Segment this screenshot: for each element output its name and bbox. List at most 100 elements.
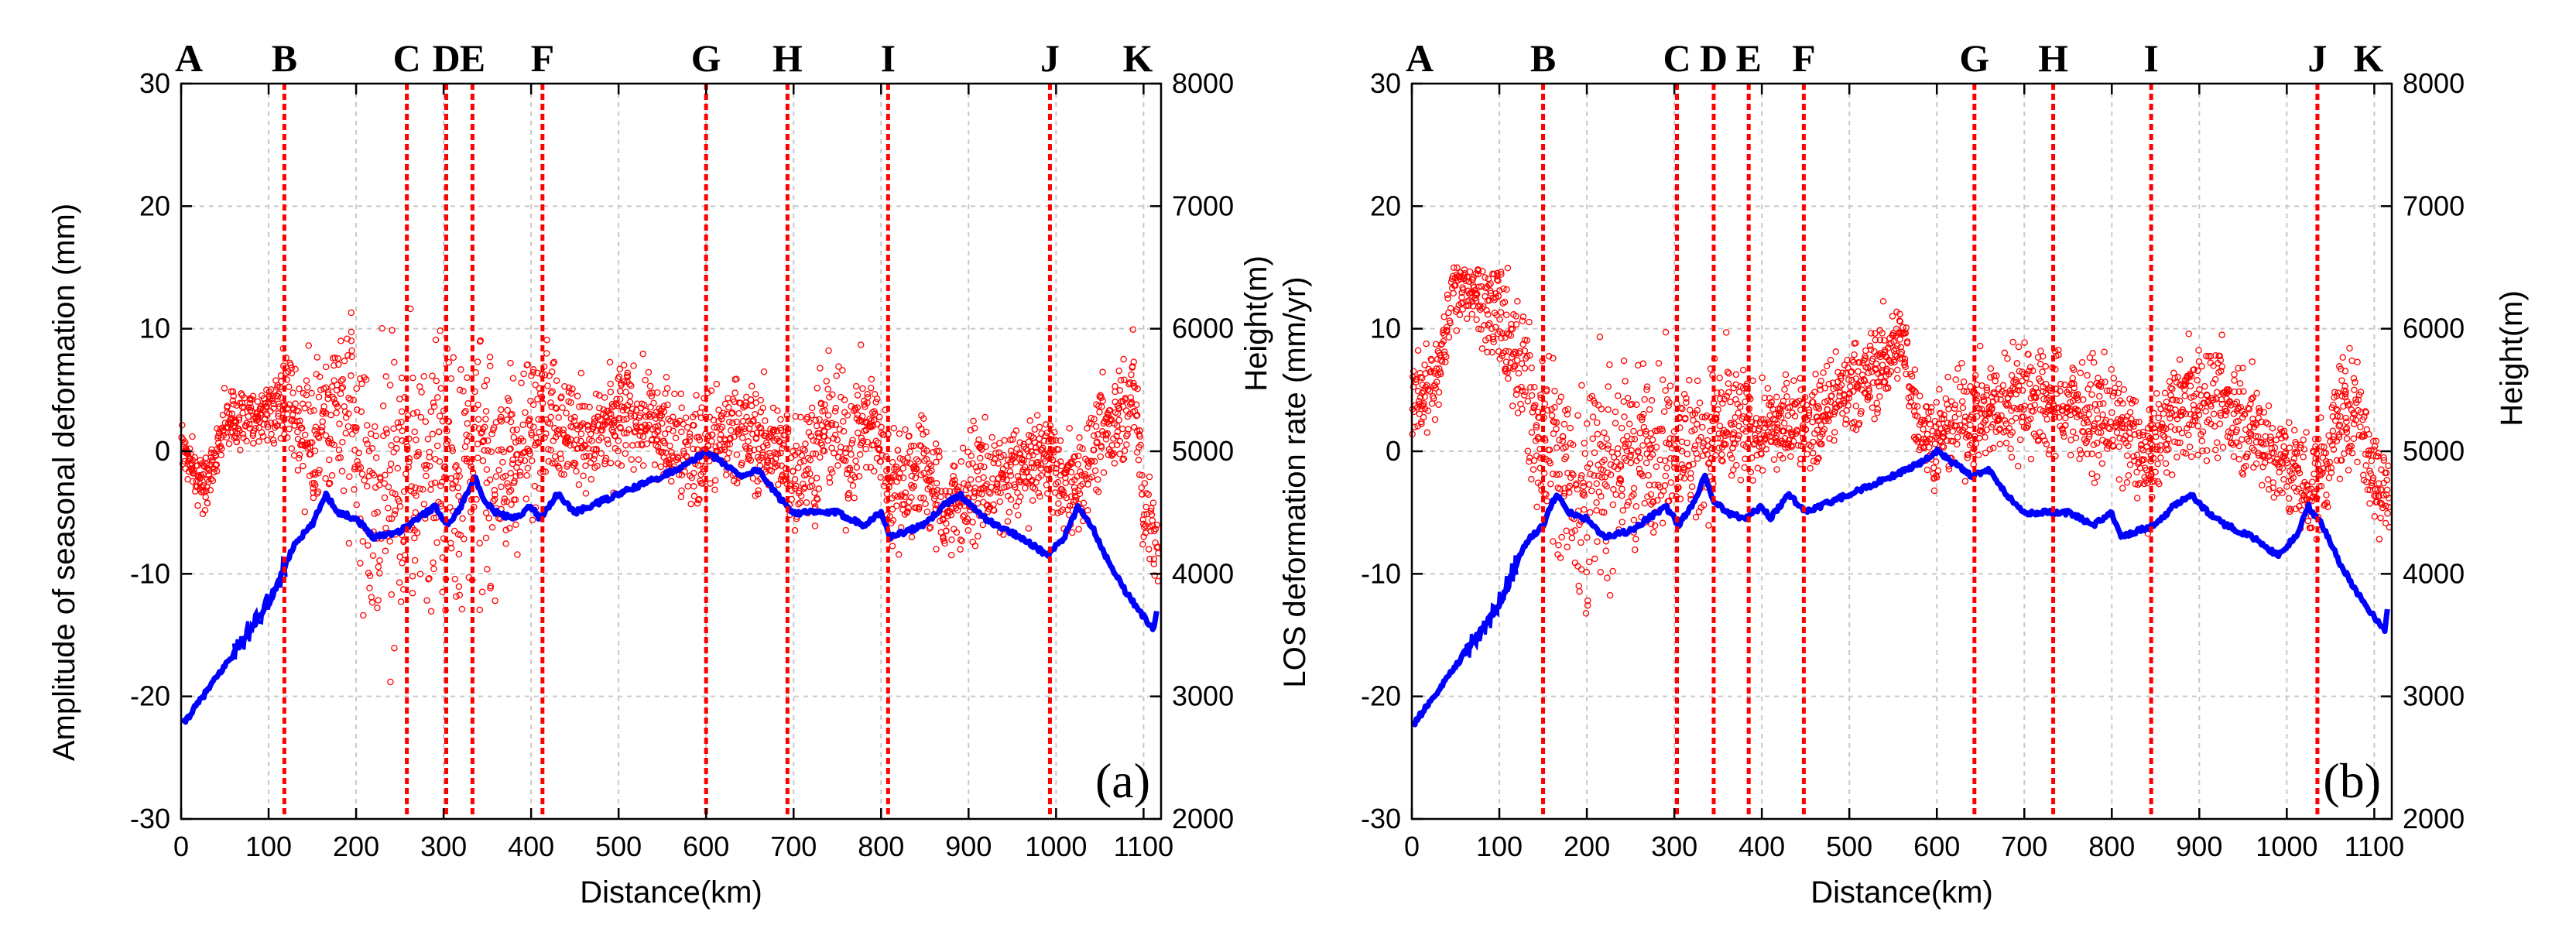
deformation-point <box>696 495 703 503</box>
section-label-a: A <box>175 36 203 80</box>
deformation-point <box>1028 433 1035 440</box>
deformation-point <box>1453 327 1461 334</box>
deformation-point <box>1111 460 1118 467</box>
y-tick-label: -10 <box>130 557 170 589</box>
deformation-point <box>435 428 443 436</box>
deformation-point <box>369 552 377 559</box>
deformation-point <box>1817 377 1824 385</box>
deformation-point <box>936 454 943 461</box>
deformation-point <box>466 459 474 466</box>
deformation-point <box>2335 423 2342 430</box>
deformation-point <box>2062 414 2069 422</box>
deformation-point <box>1610 454 1618 461</box>
deformation-point <box>1472 297 1480 304</box>
deformation-point <box>1983 386 1991 394</box>
deformation-point <box>448 444 456 451</box>
deformation-point <box>1725 389 1732 396</box>
deformation-point <box>1427 368 1434 375</box>
deformation-point <box>292 400 299 407</box>
deformation-point <box>595 392 603 399</box>
deformation-point <box>2030 367 2036 375</box>
deformation-point <box>1515 370 1523 377</box>
deformation-point <box>2187 394 2194 401</box>
deformation-point <box>1463 302 1470 310</box>
deformation-point <box>1756 443 1762 450</box>
deformation-point <box>1993 396 2000 403</box>
deformation-point <box>1585 558 1593 566</box>
deformation-point <box>1113 433 1120 440</box>
deformation-point <box>2110 375 2118 382</box>
deformation-point <box>1444 324 1451 331</box>
deformation-point <box>2110 389 2118 396</box>
deformation-point <box>1023 468 1031 475</box>
deformation-point <box>2108 409 2115 416</box>
deformation-point <box>498 418 505 425</box>
deformation-point <box>2185 431 2192 439</box>
deformation-point <box>416 383 423 390</box>
deformation-point <box>2300 446 2308 453</box>
deformation-point <box>534 438 542 446</box>
deformation-point <box>571 460 579 468</box>
deformation-point <box>1607 471 1615 478</box>
deformation-point <box>1438 358 1446 365</box>
deformation-point <box>2237 403 2245 411</box>
deformation-point <box>728 427 735 434</box>
deformation-point <box>807 470 814 478</box>
deformation-point <box>1528 429 1536 436</box>
deformation-point <box>481 423 488 431</box>
deformation-point <box>870 468 878 475</box>
deformation-point <box>2258 418 2265 426</box>
deformation-point <box>577 369 585 377</box>
deformation-point <box>653 436 661 443</box>
deformation-point <box>1073 494 1080 501</box>
deformation-point <box>2345 467 2352 474</box>
deformation-point <box>577 437 584 444</box>
deformation-point <box>1954 440 1961 448</box>
deformation-point <box>1431 416 1439 423</box>
deformation-point <box>1457 276 1464 283</box>
deformation-point <box>1643 386 1650 393</box>
deformation-point <box>1122 407 1130 414</box>
deformation-point <box>889 517 897 524</box>
deformation-point <box>1440 313 1447 320</box>
deformation-point <box>217 443 224 450</box>
deformation-point <box>663 373 670 381</box>
height-line-noise <box>231 555 288 660</box>
deformation-point <box>274 382 281 389</box>
deformation-point <box>296 417 303 425</box>
deformation-point <box>2309 494 2316 501</box>
deformation-point <box>1871 348 1878 355</box>
deformation-point <box>806 418 813 426</box>
deformation-point <box>189 433 196 440</box>
deformation-point <box>264 437 271 444</box>
deformation-point <box>382 524 389 532</box>
deformation-point <box>1609 501 1617 509</box>
deformation-point <box>1691 442 1699 449</box>
deformation-point <box>1687 492 1694 498</box>
deformation-point <box>1897 344 1905 351</box>
deformation-point <box>2378 466 2385 474</box>
deformation-point <box>2190 402 2197 409</box>
deformation-point <box>905 505 913 512</box>
deformation-point <box>2043 396 2050 403</box>
deformation-point <box>348 372 355 379</box>
deformation-point <box>307 408 314 415</box>
deformation-point <box>1088 474 1095 481</box>
deformation-point <box>598 450 605 457</box>
deformation-point <box>2383 486 2391 494</box>
deformation-point <box>943 519 950 527</box>
deformation-point <box>2156 480 2163 488</box>
deformation-point <box>2150 409 2158 417</box>
deformation-point <box>2233 399 2241 406</box>
deformation-point <box>1958 398 1966 405</box>
deformation-point <box>1626 453 1634 461</box>
deformation-point <box>311 427 318 434</box>
deformation-point <box>2175 426 2183 433</box>
deformation-point <box>908 533 916 540</box>
deformation-point <box>690 422 697 429</box>
deformation-point <box>2208 403 2215 410</box>
deformation-point <box>310 407 317 414</box>
y-tick-label: -20 <box>130 680 170 712</box>
deformation-point <box>1632 536 1639 543</box>
deformation-point <box>913 456 920 463</box>
